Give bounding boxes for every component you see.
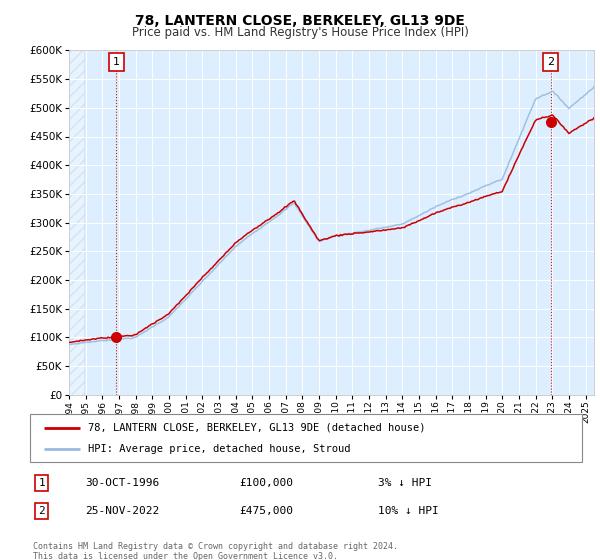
Text: £100,000: £100,000 [240,478,294,488]
Text: 78, LANTERN CLOSE, BERKELEY, GL13 9DE: 78, LANTERN CLOSE, BERKELEY, GL13 9DE [135,14,465,28]
Text: 2: 2 [38,506,45,516]
Text: Contains HM Land Registry data © Crown copyright and database right 2024.
This d: Contains HM Land Registry data © Crown c… [33,542,398,560]
Text: 25-NOV-2022: 25-NOV-2022 [85,506,160,516]
Text: Price paid vs. HM Land Registry's House Price Index (HPI): Price paid vs. HM Land Registry's House … [131,26,469,39]
Text: 30-OCT-1996: 30-OCT-1996 [85,478,160,488]
Text: 10% ↓ HPI: 10% ↓ HPI [378,506,439,516]
Text: £475,000: £475,000 [240,506,294,516]
Text: 1: 1 [38,478,45,488]
Text: HPI: Average price, detached house, Stroud: HPI: Average price, detached house, Stro… [88,444,350,454]
Text: 3% ↓ HPI: 3% ↓ HPI [378,478,432,488]
FancyBboxPatch shape [30,414,582,462]
Text: 78, LANTERN CLOSE, BERKELEY, GL13 9DE (detached house): 78, LANTERN CLOSE, BERKELEY, GL13 9DE (d… [88,423,425,433]
Text: 2: 2 [547,57,554,67]
Text: 1: 1 [113,57,119,67]
